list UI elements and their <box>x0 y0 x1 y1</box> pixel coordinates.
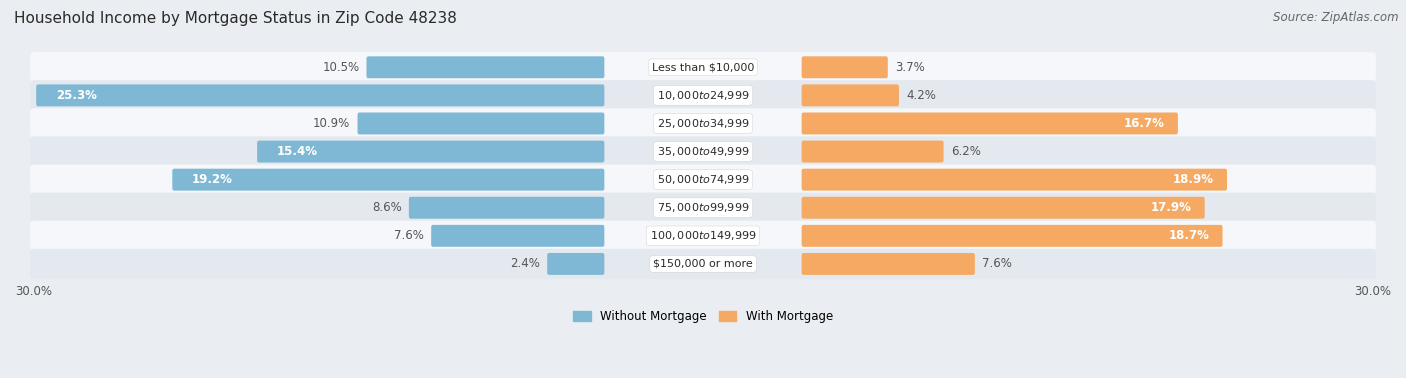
FancyBboxPatch shape <box>30 249 1376 279</box>
Legend: Without Mortgage, With Mortgage: Without Mortgage, With Mortgage <box>568 305 838 328</box>
Text: 4.2%: 4.2% <box>905 89 936 102</box>
FancyBboxPatch shape <box>257 141 605 163</box>
Text: Source: ZipAtlas.com: Source: ZipAtlas.com <box>1274 11 1399 24</box>
FancyBboxPatch shape <box>30 136 1376 167</box>
Text: $35,000 to $49,999: $35,000 to $49,999 <box>657 145 749 158</box>
Text: 25.3%: 25.3% <box>56 89 97 102</box>
FancyBboxPatch shape <box>30 108 1376 139</box>
Text: Household Income by Mortgage Status in Zip Code 48238: Household Income by Mortgage Status in Z… <box>14 11 457 26</box>
FancyBboxPatch shape <box>367 56 605 78</box>
Text: $50,000 to $74,999: $50,000 to $74,999 <box>657 173 749 186</box>
Text: 18.7%: 18.7% <box>1168 229 1209 242</box>
Text: 15.4%: 15.4% <box>277 145 318 158</box>
Text: $100,000 to $149,999: $100,000 to $149,999 <box>650 229 756 242</box>
FancyBboxPatch shape <box>432 225 605 247</box>
FancyBboxPatch shape <box>37 84 605 106</box>
FancyBboxPatch shape <box>801 84 898 106</box>
FancyBboxPatch shape <box>801 197 1205 219</box>
Text: $75,000 to $99,999: $75,000 to $99,999 <box>657 201 749 214</box>
Text: 10.9%: 10.9% <box>314 117 350 130</box>
Text: $10,000 to $24,999: $10,000 to $24,999 <box>657 89 749 102</box>
Text: 6.2%: 6.2% <box>950 145 980 158</box>
FancyBboxPatch shape <box>357 113 605 135</box>
Text: 7.6%: 7.6% <box>394 229 425 242</box>
FancyBboxPatch shape <box>409 197 605 219</box>
Text: 2.4%: 2.4% <box>510 257 540 270</box>
Text: $150,000 or more: $150,000 or more <box>654 259 752 269</box>
Text: $25,000 to $34,999: $25,000 to $34,999 <box>657 117 749 130</box>
FancyBboxPatch shape <box>801 225 1223 247</box>
Text: 8.6%: 8.6% <box>373 201 402 214</box>
Text: Less than $10,000: Less than $10,000 <box>652 62 754 72</box>
Text: 3.7%: 3.7% <box>896 61 925 74</box>
FancyBboxPatch shape <box>801 169 1227 191</box>
Text: 7.6%: 7.6% <box>981 257 1012 270</box>
Text: 16.7%: 16.7% <box>1123 117 1166 130</box>
FancyBboxPatch shape <box>801 253 974 275</box>
FancyBboxPatch shape <box>547 253 605 275</box>
FancyBboxPatch shape <box>801 56 887 78</box>
FancyBboxPatch shape <box>30 192 1376 223</box>
FancyBboxPatch shape <box>30 52 1376 82</box>
FancyBboxPatch shape <box>30 221 1376 251</box>
Text: 10.5%: 10.5% <box>322 61 360 74</box>
FancyBboxPatch shape <box>30 164 1376 195</box>
FancyBboxPatch shape <box>30 80 1376 110</box>
FancyBboxPatch shape <box>801 113 1178 135</box>
Text: 19.2%: 19.2% <box>193 173 233 186</box>
Text: 18.9%: 18.9% <box>1173 173 1213 186</box>
FancyBboxPatch shape <box>801 141 943 163</box>
Text: 17.9%: 17.9% <box>1152 201 1192 214</box>
FancyBboxPatch shape <box>173 169 605 191</box>
